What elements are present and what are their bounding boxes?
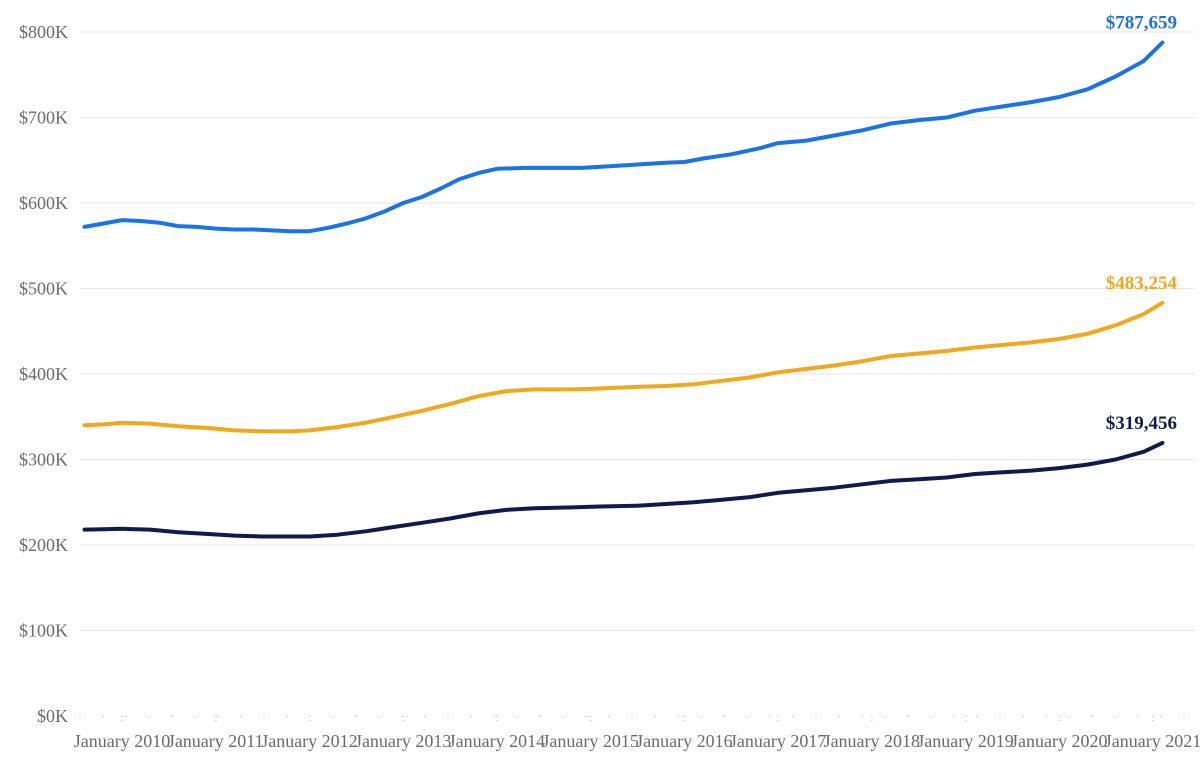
- x-tick-label: January 2016: [636, 731, 732, 751]
- x-tick-label: January 2019: [917, 731, 1013, 751]
- series-line-1: [82, 40, 1165, 234]
- end-value-label: $483,254: [1106, 273, 1178, 294]
- series-line-2: [82, 300, 1165, 434]
- end-value-label: $787,659: [1106, 13, 1177, 34]
- x-tick-label: January 2017: [730, 731, 826, 751]
- y-tick-label: $100K: [19, 621, 68, 641]
- end-value-labels: $787,659 $483,254 $319,456: [1106, 13, 1178, 434]
- x-tick-label: January 2012: [261, 731, 357, 751]
- y-tick-label: $800K: [19, 22, 68, 42]
- x-tick-label: January 2013: [355, 731, 451, 751]
- y-tick-label: $0K: [37, 706, 68, 726]
- x-tick-label: January 2020: [1011, 731, 1107, 751]
- y-tick-label: $400K: [19, 364, 68, 384]
- gridlines: [80, 31, 1195, 631]
- y-tick-label: $700K: [19, 108, 68, 128]
- x-tick-label: January 2014: [449, 731, 545, 751]
- y-tick-label: $200K: [19, 535, 68, 555]
- x-tick-label: January 2018: [824, 731, 920, 751]
- end-value-label: $319,456: [1106, 413, 1177, 434]
- y-tick-label: $600K: [19, 193, 68, 213]
- x-tick-label: January 2015: [542, 731, 638, 751]
- y-axis-tick-labels: $0K $100K $200K $300K $400K $500K $600K $700K $8…: [19, 22, 68, 726]
- y-tick-label: $500K: [19, 279, 68, 299]
- y-tick-label: $300K: [19, 450, 68, 470]
- series-line-3: [82, 440, 1165, 539]
- x-tick-label: January 2011: [168, 731, 264, 751]
- series-lines: [82, 40, 1165, 539]
- x-tick-label: January 2010: [74, 731, 170, 751]
- x-tick-label: January 2021: [1105, 731, 1200, 751]
